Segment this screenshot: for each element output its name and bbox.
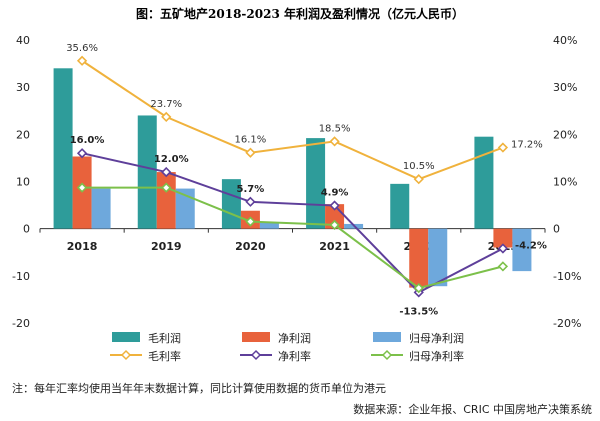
left-tick-label: 0	[23, 223, 30, 236]
footnote: 注：每年汇率均使用当年年末数据计算，同比计算使用数据的货币单位为港元	[12, 382, 386, 395]
left-tick-label: 20	[16, 128, 30, 141]
gross-margin-label: 18.5%	[319, 123, 351, 134]
right-tick-label: 0	[553, 223, 560, 236]
bar-gross-profit	[137, 115, 157, 229]
gross-margin-label: 23.7%	[150, 99, 182, 110]
legend-swatch	[373, 332, 401, 342]
gross-margin-label: 10.5%	[403, 161, 435, 172]
bar-net-profit	[493, 228, 513, 248]
bar-attributable-net-profit	[512, 228, 532, 272]
lines	[76, 55, 509, 298]
line-gross-margin	[81, 59, 504, 181]
line-attributable-margin-marker	[413, 282, 424, 294]
left-tick-label: 40	[16, 34, 30, 47]
category-label: 2020	[235, 240, 266, 253]
net-margin-label: 12.0%	[154, 154, 189, 165]
right-tick-label: -20%	[553, 317, 581, 330]
chart-title: 图：五矿地产2018-2023 年利润及盈利情况（亿元人民币）	[136, 6, 464, 21]
category-label: 2019	[151, 240, 182, 253]
legend-net-margin: 净利率	[240, 349, 311, 363]
line-net-margin-marker	[245, 196, 256, 207]
line-gross-margin-marker	[497, 142, 509, 153]
bars	[53, 68, 532, 288]
gross-margin-label: 35.6%	[66, 43, 98, 54]
bar-net-profit	[156, 172, 176, 229]
bar-gross-profit	[390, 183, 410, 229]
left-tick-label: -20	[12, 317, 30, 330]
line-net-margin-marker	[329, 200, 340, 211]
data-labels: 35.6% 23.7% 16.1% 18.5% 10.5% 17.2% 16.0% 12.0%…	[66, 43, 547, 318]
legend-marker	[381, 349, 393, 361]
data-source: 数据来源：企业年报、CRIC 中国房地产决策系统	[353, 403, 592, 416]
legend-label: 净利率	[278, 349, 311, 363]
line-gross-margin-marker	[245, 147, 256, 158]
legend-swatch	[112, 332, 140, 342]
right-tick-label: 10%	[553, 176, 577, 189]
legend-attributable-net-profit: 归母净利润	[373, 331, 464, 345]
legend-gross-profit: 毛利润	[112, 331, 181, 345]
gross-margin-label: 17.2%	[511, 140, 543, 151]
legend-label: 归母净利率	[409, 349, 464, 363]
legend-label: 毛利润	[148, 331, 181, 345]
legend-label: 归母净利润	[409, 331, 464, 345]
line-gross-margin-marker	[413, 174, 424, 185]
right-tick-label: -10%	[553, 270, 581, 283]
legend-marker	[120, 349, 132, 361]
line-attributable-margin-marker	[329, 219, 340, 231]
bar-gross-profit	[53, 68, 73, 229]
line-attributable-margin-marker	[245, 216, 256, 227]
legend-net-profit: 净利润	[242, 331, 311, 345]
bar-net-profit	[409, 228, 429, 288]
line-gross-margin-marker	[76, 55, 88, 66]
category-label: 2018	[67, 240, 98, 253]
left-tick-label: 30	[16, 81, 30, 94]
axes: 40 30 20 10 0 -10 -20 40% 30% 20% 10% 0 -10% -20% 2018…	[12, 34, 581, 330]
line-gross-margin-marker	[161, 111, 172, 123]
legend-label: 净利润	[278, 331, 311, 345]
right-tick-label: 40%	[553, 34, 577, 47]
left-tick-label: -10	[12, 270, 30, 283]
bar-gross-profit	[306, 138, 326, 229]
line-net-margin-marker	[76, 148, 88, 159]
line-gross-margin-marker	[329, 136, 340, 147]
net-margin-label: 5.7%	[237, 184, 265, 195]
gross-margin-label: 16.1%	[235, 135, 267, 146]
legend-attributable-margin: 归母净利率	[371, 349, 464, 363]
legend-label: 毛利率	[148, 349, 181, 363]
right-tick-label: 30%	[553, 81, 577, 94]
net-margin-label: 4.9%	[321, 188, 349, 199]
line-net-margin-marker	[497, 243, 509, 254]
line-net-margin-marker	[161, 166, 172, 178]
line-attributable-margin	[82, 186, 504, 290]
bar-attributable-net-profit	[91, 188, 111, 229]
bar-gross-profit	[474, 136, 494, 229]
bar-attributable-net-profit	[428, 228, 448, 287]
net-margin-label: -4.2%	[515, 240, 547, 251]
line-attributable-margin-marker	[161, 182, 172, 193]
category-label: 2021	[319, 240, 350, 253]
net-margin-label: 16.0%	[70, 135, 105, 146]
legend-marker	[250, 349, 262, 361]
line-attributable-margin-marker	[76, 182, 88, 193]
bar-attributable-net-profit	[175, 188, 195, 229]
bar-attributable-net-profit	[259, 222, 279, 229]
legend-gross-margin: 毛利率	[110, 349, 181, 363]
right-tick-label: 20%	[553, 128, 577, 141]
net-margin-label: -13.5%	[399, 306, 438, 317]
line-attributable-margin-marker	[497, 261, 509, 272]
left-tick-label: 10	[16, 176, 30, 189]
legend-swatch	[242, 332, 270, 342]
